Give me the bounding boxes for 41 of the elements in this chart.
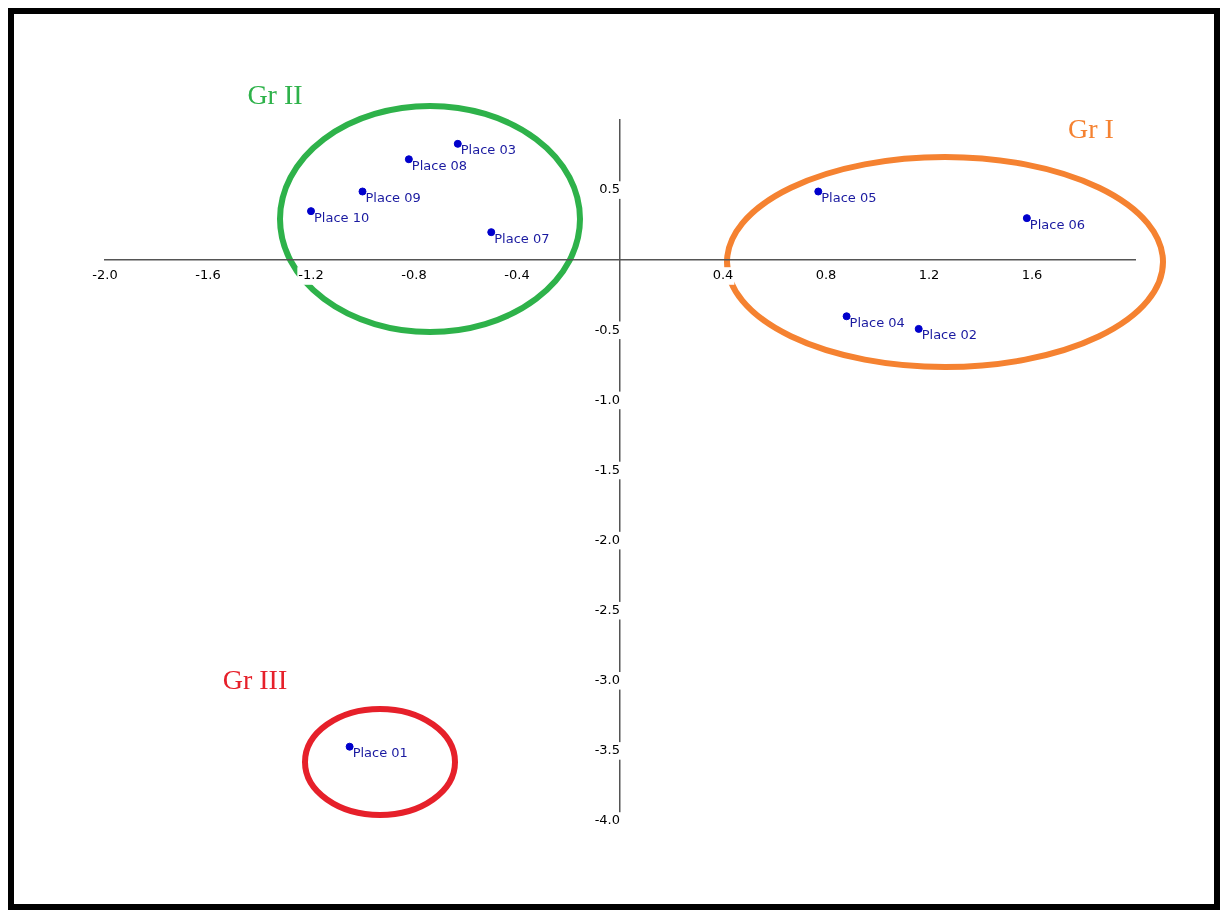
annotation: Place 08 bbox=[411, 157, 468, 173]
annotation: Place 01 bbox=[352, 745, 408, 761]
annotation: Gr III bbox=[222, 664, 288, 696]
annotation: Gr I bbox=[1068, 113, 1114, 145]
y-tick-label: 0.5 bbox=[599, 181, 620, 197]
point bbox=[345, 742, 354, 751]
x-tick-label: -1.2 bbox=[298, 267, 324, 283]
annotation: Place 07 bbox=[494, 230, 550, 246]
point bbox=[453, 139, 462, 148]
annotation: Place 02 bbox=[921, 327, 977, 343]
annotation: Place 09 bbox=[365, 189, 421, 205]
y-tick-label: -2.0 bbox=[594, 531, 620, 547]
point bbox=[1022, 214, 1031, 223]
annotation: Place 06 bbox=[1029, 216, 1086, 232]
y-tick-label: -4.0 bbox=[594, 812, 620, 828]
x-tick-label: -1.6 bbox=[195, 267, 221, 283]
y-tick-label: -0.5 bbox=[594, 321, 620, 337]
y-tick-label: -1.0 bbox=[594, 391, 620, 407]
point bbox=[914, 324, 923, 333]
annotation: Place 05 bbox=[821, 189, 877, 205]
y-tick-label: -1.5 bbox=[594, 461, 620, 477]
x-tick-label: 1.2 bbox=[918, 267, 940, 283]
point bbox=[842, 312, 851, 321]
point bbox=[358, 187, 367, 196]
annotation: Place 10 bbox=[314, 209, 370, 225]
point bbox=[487, 228, 496, 237]
x-tick-label: 1.6 bbox=[1021, 267, 1043, 283]
point bbox=[404, 155, 413, 164]
point bbox=[814, 187, 823, 196]
x-tick-label: -0.8 bbox=[401, 267, 427, 283]
x-tick-label: -2.0 bbox=[92, 267, 118, 283]
y-tick-label: -2.5 bbox=[594, 602, 620, 618]
x-tick-label: 0.8 bbox=[815, 267, 837, 283]
annotation: Place 04 bbox=[849, 314, 905, 330]
y-tick-label: -3.0 bbox=[594, 672, 620, 688]
annotation: Place 03 bbox=[460, 142, 517, 158]
point bbox=[307, 207, 315, 216]
y-tick-label: -3.5 bbox=[594, 742, 620, 758]
text: Gr II bbox=[247, 79, 303, 111]
x-tick-label: -0.4 bbox=[504, 267, 530, 283]
x-tick-label: 0.4 bbox=[712, 267, 734, 283]
